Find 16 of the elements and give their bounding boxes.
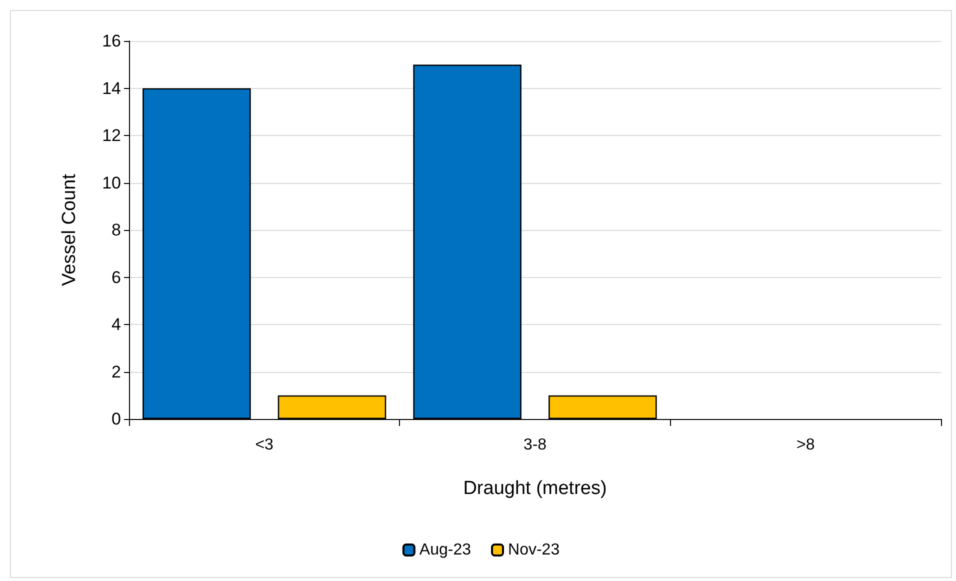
legend-label: Nov-23 xyxy=(508,542,560,558)
y-tick-label: 12 xyxy=(102,126,121,145)
y-tick-label: 14 xyxy=(102,78,121,98)
legend-label: Aug-23 xyxy=(419,542,472,558)
x-tick-label: >8 xyxy=(796,436,815,454)
y-tick-label: 6 xyxy=(112,268,121,287)
y-axis-title: Vessel Count xyxy=(59,173,80,286)
x-axis-title: Draught (metres) xyxy=(463,478,607,499)
y-tick-label: 16 xyxy=(102,32,121,50)
y-tick-label: 2 xyxy=(112,362,121,382)
x-tick-label: 3-8 xyxy=(523,436,547,454)
y-tick-label: 4 xyxy=(112,315,121,334)
y-tick-label: 0 xyxy=(112,410,121,428)
y-tick-label: 8 xyxy=(112,220,121,240)
x-tick-label: <3 xyxy=(255,436,274,454)
y-tick-label: 10 xyxy=(102,173,121,192)
